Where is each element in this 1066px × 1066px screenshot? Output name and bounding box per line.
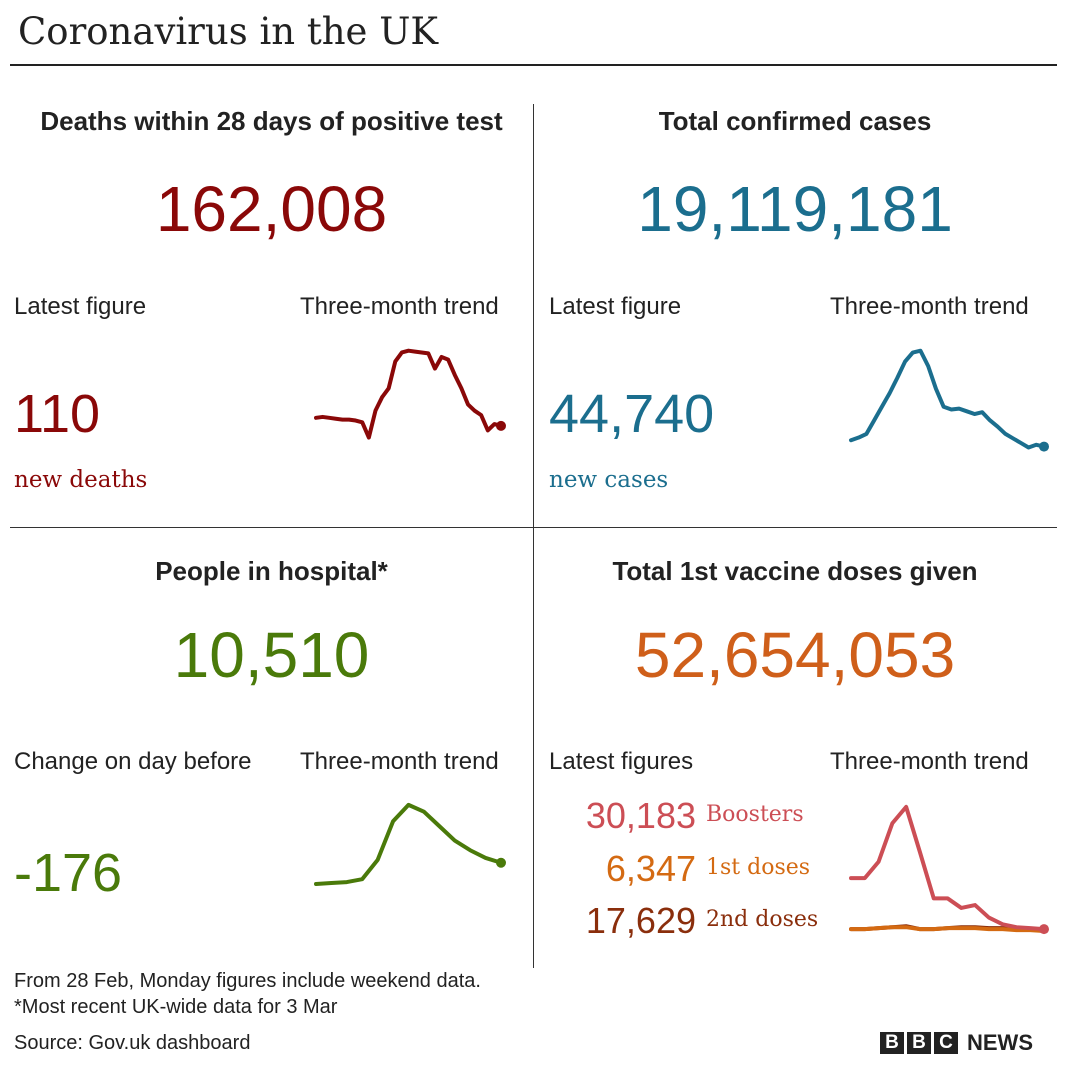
first-doses-label: 1st doses [706,855,811,880]
deaths-latest: 110 [14,384,101,444]
sparkline-people-in-hospital [314,802,503,886]
sparkline-end-dot [496,857,506,868]
boosters-label: Boosters [706,802,804,827]
deaths-trend-label: Three-month trend [300,293,499,320]
vaccine-sparkline [849,804,1049,935]
sparkline-1st-doses [849,925,1046,934]
first-doses-value: 6,347 [605,848,696,889]
vaccine-total: 52,654,053 [634,619,956,691]
footnote-2: *Most recent UK-wide data for 3 Mar [14,996,338,1018]
hospital-sparkline [314,802,506,886]
boosters-value: 30,183 [585,795,696,836]
hospital-trend-label: Three-month trend [300,748,499,775]
cases-latest-label: Latest figure [549,293,682,320]
footnote-1: From 28 Feb, Monday figures include week… [14,970,481,992]
hospital-heading: People in hospital* [155,556,388,586]
logo-letter: B [880,1032,904,1054]
vaccine-trend-label: Three-month trend [830,748,1029,775]
vaccine-latest-label: Latest figures [549,748,694,775]
source: Source: Gov.uk dashboard [14,1032,251,1054]
hospital-latest-label: Change on day before [14,748,252,775]
deaths-heading: Deaths within 28 days of positive test [40,106,503,136]
cases-sparkline [849,348,1049,452]
divider-vertical [533,104,534,968]
cases-latest: 44,740 [549,384,715,444]
cases-latest-sub: new cases [549,467,669,493]
sparkline-boosters [849,804,1046,932]
sparkline-new-cases [849,348,1046,450]
page-title: Coronavirus in the UK [18,10,439,53]
title-rule [10,64,1057,66]
hospital-latest: -176 [14,843,123,903]
logo-letter: B [907,1032,931,1054]
deaths-sparkline [314,348,506,440]
hospital-total: 10,510 [173,619,370,691]
cases-total: 19,119,181 [637,173,953,245]
cases-heading: Total confirmed cases [658,106,932,136]
sparkline-end-dot [1039,924,1049,935]
cases-trend-label: Three-month trend [830,293,1029,320]
sparkline-end-dot [496,420,506,431]
deaths-latest-label: Latest figure [14,293,147,320]
second-doses-label: 2nd doses [706,907,819,932]
sparkline-new-deaths [314,348,503,440]
vaccine-heading: Total 1st vaccine doses given [612,556,978,586]
divider-horizontal [10,527,1057,528]
deaths-latest-sub: new deaths [14,467,148,493]
sparkline-end-dot [1039,441,1049,452]
logo-letter: C [934,1032,958,1054]
deaths-total: 162,008 [155,173,388,245]
logo-word: NEWS [967,1030,1033,1055]
second-doses-value: 17,629 [585,900,696,941]
bbc-news-logo: B B C NEWS [880,1030,1033,1056]
